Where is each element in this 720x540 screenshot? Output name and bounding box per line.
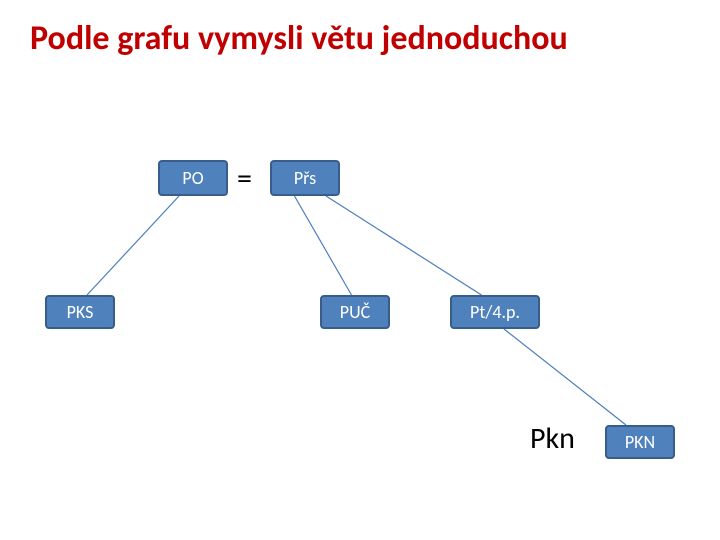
edge-layer [0, 0, 720, 540]
node-label: PO [182, 167, 203, 189]
node-pkn: PKN [605, 425, 675, 459]
node-pt4: Pt/4.p. [450, 295, 540, 329]
node-prs: Přs [270, 160, 340, 196]
node-pks: PKS [45, 295, 115, 329]
node-label: PUČ [340, 301, 370, 323]
node-po: PO [158, 160, 228, 196]
freetext-pkn: Pkn [530, 420, 575, 457]
node-label: PKN [625, 431, 655, 453]
diagram-canvas: Podle grafu vymysli větu jednoduchou PO … [0, 0, 720, 540]
node-label: Pt/4.p. [470, 301, 520, 323]
node-puc: PUČ [320, 295, 390, 329]
node-label: Přs [294, 167, 316, 189]
equals-sign: = [237, 160, 252, 197]
node-label: PKS [67, 301, 94, 323]
page-title: Podle grafu vymysli větu jednoduchou [30, 18, 690, 59]
